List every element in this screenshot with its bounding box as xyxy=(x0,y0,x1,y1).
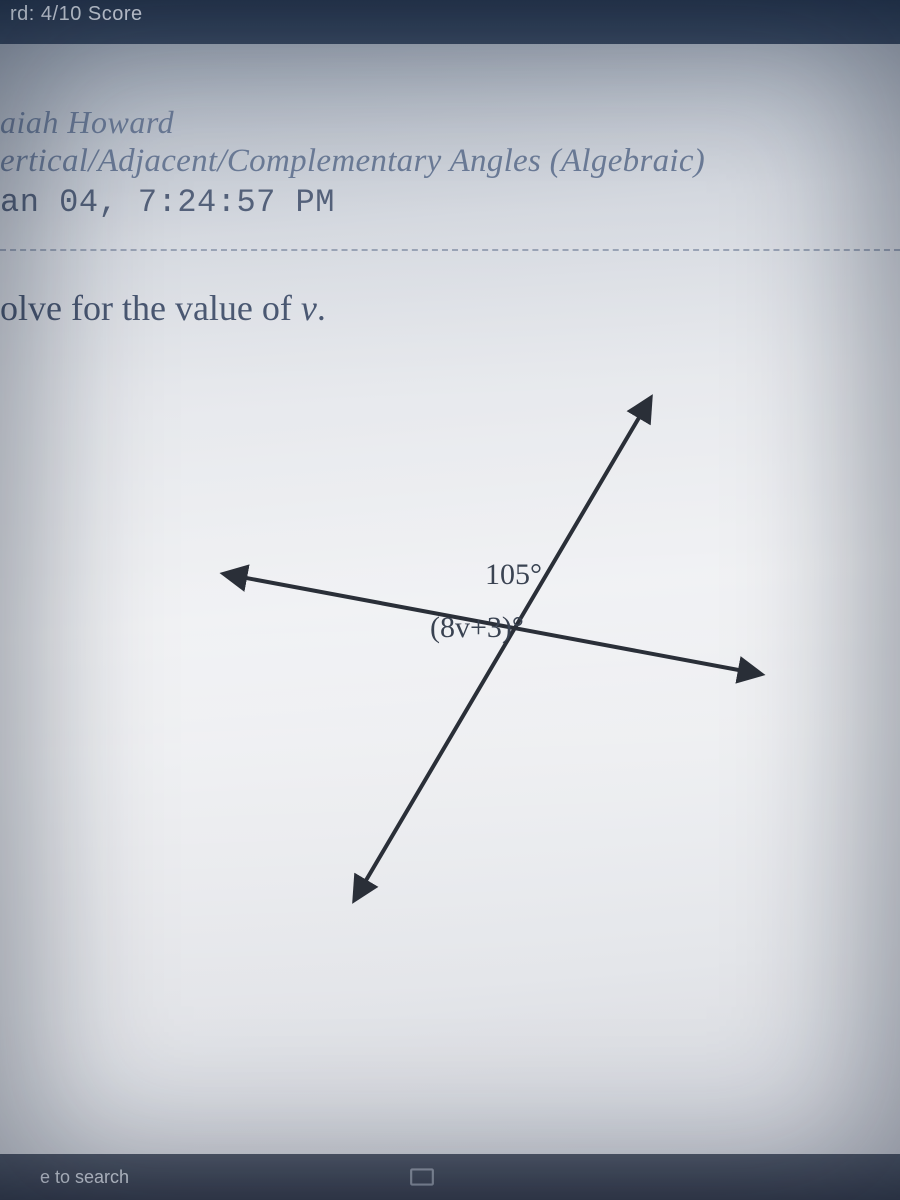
worksheet-header: aiah Howard ertical/Adjacent/Complementa… xyxy=(0,44,900,221)
question-text: olve for the value of v. xyxy=(0,287,900,329)
topic-title: ertical/Adjacent/Complementary Angles (A… xyxy=(0,143,900,180)
question-variable: v xyxy=(301,288,317,328)
question-suffix: . xyxy=(317,288,326,328)
worksheet-content: aiah Howard ertical/Adjacent/Complementa… xyxy=(0,44,900,1200)
timestamp: an 04, 7:24:57 PM xyxy=(0,184,900,221)
svg-text:(8v+3)°: (8v+3)° xyxy=(430,611,524,644)
divider xyxy=(0,249,900,251)
question-prefix: olve for the value of xyxy=(0,288,301,328)
intersecting-lines-diagram: 105° (8v+3)° xyxy=(130,359,770,919)
record-score-text: rd: 4/10 Score xyxy=(10,3,143,25)
taskbar-search-hint[interactable]: e to search xyxy=(40,1167,129,1188)
windows-taskbar[interactable]: e to search xyxy=(0,1154,900,1200)
app-top-bar: rd: 4/10 Score xyxy=(0,0,900,44)
task-view-icon[interactable] xyxy=(409,1164,435,1190)
diagram-container: 105° (8v+3)° xyxy=(0,359,900,919)
screen-photo: rd: 4/10 Score aiah Howard ertical/Adjac… xyxy=(0,0,900,1200)
svg-text:105°: 105° xyxy=(485,558,542,591)
student-name: aiah Howard xyxy=(0,104,900,141)
